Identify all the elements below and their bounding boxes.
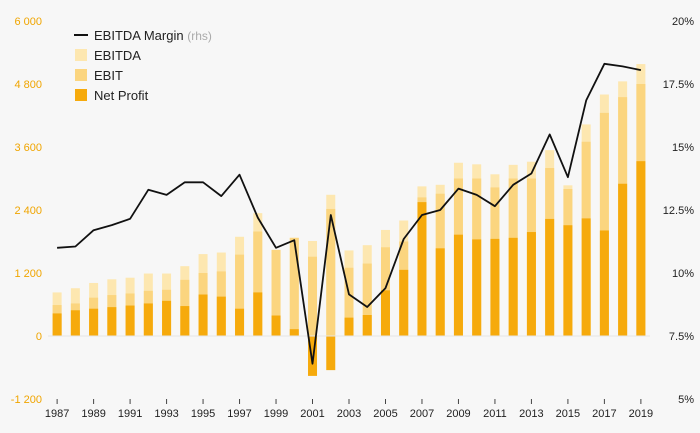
legend-swatch-ebit <box>75 69 87 81</box>
net-profit-bar <box>143 303 153 336</box>
x-tick-label: 1987 <box>45 408 69 420</box>
left-tick-label: 2 400 <box>14 205 42 217</box>
net-profit-bar <box>453 234 463 336</box>
x-tick-label: 2009 <box>446 408 470 420</box>
right-tick-label: 15% <box>672 142 694 154</box>
right-axis: 5% 7.5% 10% 12.5% 15% 17.5% 20% <box>663 16 694 406</box>
net-profit-bar <box>107 307 117 336</box>
legend-label-net-profit: Net Profit <box>94 88 149 103</box>
net-profit-bar <box>399 269 409 336</box>
left-tick-label: 1 200 <box>14 268 42 280</box>
right-tick-label: 12.5% <box>663 205 694 217</box>
net-profit-bar <box>545 218 555 336</box>
ebit-bar <box>271 249 281 336</box>
bars-layer <box>52 64 646 376</box>
left-axis: -1 200 0 1 200 2 400 3 600 4 800 6 000 <box>11 16 42 406</box>
net-profit-bar <box>472 239 482 336</box>
x-tick-label: 2003 <box>337 408 361 420</box>
right-tick-label: 5% <box>678 394 694 406</box>
net-profit-bar <box>308 336 318 376</box>
ebit-bar <box>344 267 354 336</box>
net-profit-bar <box>289 329 299 336</box>
legend: EBITDA Margin (rhs) EBITDA EBIT Net Profit <box>74 28 212 103</box>
left-tick-label: 3 600 <box>14 142 42 154</box>
ebit-bar <box>326 208 336 336</box>
x-tick-label: 2015 <box>556 408 580 420</box>
net-profit-bar <box>180 306 190 336</box>
x-tick-label: 1999 <box>264 408 288 420</box>
net-profit-bar <box>216 296 226 336</box>
right-tick-label: 7.5% <box>669 331 694 343</box>
net-profit-bar <box>435 248 445 336</box>
x-tick-label: 2019 <box>629 408 653 420</box>
net-profit-bar <box>380 290 390 336</box>
legend-label-ebitda: EBITDA <box>94 48 141 63</box>
net-profit-bar <box>271 315 281 336</box>
x-tick-label: 1993 <box>154 408 178 420</box>
legend-label-ebitda-margin: EBITDA Margin (rhs) <box>94 28 212 43</box>
right-tick-label: 10% <box>672 268 694 280</box>
net-profit-bar <box>526 232 536 336</box>
x-tick-label: 2017 <box>592 408 616 420</box>
margin-line-layer <box>57 62 642 365</box>
x-tick-label: 2007 <box>410 408 434 420</box>
x-tick-label: 1991 <box>118 408 142 420</box>
net-profit-bar <box>162 300 172 336</box>
net-profit-bar <box>70 310 80 336</box>
left-tick-label: -1 200 <box>11 394 42 406</box>
net-profit-bar <box>89 308 99 336</box>
x-tick-label: 1995 <box>191 408 215 420</box>
legend-label-rhs: (rhs) <box>187 29 212 43</box>
x-tick-label: 2001 <box>300 408 324 420</box>
x-tick-label: 1997 <box>227 408 251 420</box>
net-profit-bar <box>125 305 135 336</box>
ebit-bar <box>253 231 263 336</box>
ebit-bar <box>308 256 318 336</box>
left-tick-label: 0 <box>36 331 42 343</box>
x-axis: 1987 1989 1991 1993 1995 1997 1999 2001 2003 2005… <box>45 399 653 420</box>
ebit-bar <box>362 263 372 336</box>
net-profit-bar <box>599 230 609 336</box>
net-profit-bar <box>563 225 573 336</box>
net-profit-bar <box>326 336 336 371</box>
x-tick-label: 2011 <box>483 408 507 420</box>
net-profit-bar <box>253 292 263 336</box>
x-tick-label: 1989 <box>81 408 105 420</box>
ebitda-margin-line <box>57 62 642 365</box>
net-profit-bar <box>235 308 245 336</box>
ebit-bar <box>599 112 609 336</box>
net-profit-bar <box>198 294 208 336</box>
net-profit-bar <box>52 313 62 336</box>
net-profit-bar <box>508 237 518 336</box>
legend-label-ebit: EBIT <box>94 68 123 83</box>
net-profit-bar <box>344 317 354 336</box>
legend-swatch-net-profit <box>75 89 87 101</box>
right-tick-label: 20% <box>672 16 694 28</box>
net-profit-bar <box>581 218 591 336</box>
net-profit-bar <box>490 238 500 336</box>
x-tick-label: 2013 <box>519 408 543 420</box>
right-tick-label: 17.5% <box>663 79 694 91</box>
net-profit-bar <box>417 202 427 336</box>
net-profit-bar <box>362 315 372 336</box>
x-tick-label: 2005 <box>373 408 397 420</box>
ebit-bar <box>289 237 299 336</box>
legend-swatch-ebitda <box>75 49 87 61</box>
net-profit-bar <box>636 161 646 336</box>
left-tick-label: 4 800 <box>14 79 42 91</box>
net-profit-bar <box>618 183 628 336</box>
left-tick-label: 6 000 <box>14 16 42 28</box>
ebit-bar <box>235 254 245 336</box>
